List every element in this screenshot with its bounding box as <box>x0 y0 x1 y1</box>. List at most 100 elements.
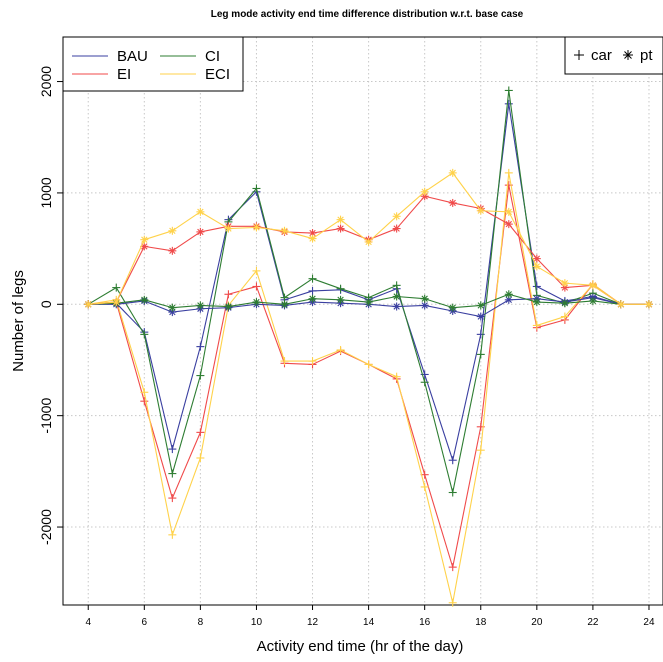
data-point-eci-pt <box>224 224 233 233</box>
data-point-ci-pt <box>560 299 569 308</box>
data-point-eci-car <box>532 321 541 330</box>
legend-label-pt: pt <box>640 47 653 64</box>
data-point-ci-car <box>504 86 513 95</box>
data-point-eci-car <box>168 530 177 539</box>
data-point-eci-car <box>280 357 289 366</box>
data-point-ci-pt <box>532 298 541 307</box>
legend-label-eci: ECI <box>205 66 230 83</box>
data-point-bau-pt <box>476 312 485 321</box>
data-point-ci-pt <box>280 300 289 309</box>
data-point-ci-pt <box>224 302 233 311</box>
data-point-eci-car <box>252 266 261 275</box>
x-tick-label: 14 <box>363 617 375 628</box>
data-point-eci-car <box>560 312 569 321</box>
legend-pt-marker-icon <box>623 50 633 60</box>
data-point-eci-pt <box>476 206 485 215</box>
x-tick-label: 16 <box>419 617 431 628</box>
legend-scenarios: BAU CI EI ECI <box>62 36 244 92</box>
data-point-ei-pt <box>308 229 317 238</box>
data-point-eci-pt <box>168 226 177 235</box>
data-point-ci-pt <box>168 303 177 312</box>
legend-modes: car pt <box>564 36 663 75</box>
data-point-ci-car <box>112 283 121 292</box>
data-point-ei-car <box>224 290 233 299</box>
series-eci-pt <box>84 168 653 309</box>
data-point-ci-pt <box>308 294 317 303</box>
data-point-ci-pt <box>504 290 513 299</box>
data-point-bau-car <box>532 282 541 291</box>
data-point-ci-car <box>168 469 177 478</box>
legend-label-car: car <box>591 47 612 64</box>
grid-layer <box>63 37 663 605</box>
y-tick-label: 1000 <box>38 177 54 208</box>
y-tick-label: 0 <box>38 300 54 308</box>
data-point-eci-car <box>448 598 457 607</box>
data-point-ci-pt <box>588 296 597 305</box>
data-point-eci-pt <box>280 226 289 235</box>
x-tick-label: 18 <box>475 617 487 628</box>
data-point-ci-pt <box>196 301 205 310</box>
data-point-ci-pt <box>252 298 261 307</box>
data-point-eci-car <box>308 357 317 366</box>
data-point-bau-car <box>308 286 317 295</box>
data-point-ei-pt <box>196 227 205 236</box>
data-point-eci-pt <box>616 300 625 309</box>
data-point-ci-car <box>476 350 485 359</box>
series-layer <box>84 86 653 607</box>
data-point-ci-pt <box>364 298 373 307</box>
data-point-ei-pt <box>448 198 457 207</box>
data-point-eci-pt <box>196 207 205 216</box>
data-point-eci-pt <box>112 298 121 307</box>
data-point-bau-pt <box>420 301 429 310</box>
data-point-eci-car <box>336 345 345 354</box>
data-point-ci-pt <box>420 294 429 303</box>
legend-label-ei: EI <box>117 66 131 83</box>
data-point-ei-pt <box>168 246 177 255</box>
data-point-ci-car <box>336 284 345 293</box>
x-axis: 4 6 8 10 12 14 16 18 20 22 24 <box>85 605 655 628</box>
data-point-eci-car <box>196 453 205 462</box>
data-point-eci-pt <box>308 234 317 243</box>
data-point-eci-pt <box>140 235 149 244</box>
data-point-eci-pt <box>560 279 569 288</box>
data-point-eci-pt <box>420 187 429 196</box>
series-ci-car <box>84 86 653 497</box>
legend-scenarios-box <box>62 36 244 92</box>
x-axis-label: Activity end time (hr of the day) <box>257 638 464 655</box>
data-point-eci-pt <box>84 300 93 309</box>
y-axis: -2000 -1000 0 1000 2000 <box>38 66 63 545</box>
data-point-ci-pt <box>392 292 401 301</box>
data-point-eci-pt <box>532 262 541 271</box>
data-point-eci-car <box>364 360 373 369</box>
y-tick-label: -2000 <box>38 509 54 545</box>
data-point-ei-pt <box>392 224 401 233</box>
data-point-ci-pt <box>476 301 485 310</box>
data-point-ci-car <box>448 488 457 497</box>
chart-title: Leg mode activity end time difference di… <box>211 9 524 20</box>
x-tick-label: 20 <box>531 617 543 628</box>
data-point-ci-pt <box>336 295 345 304</box>
legend-car-marker-icon <box>574 50 584 60</box>
data-point-eci-pt <box>448 168 457 177</box>
x-tick-label: 24 <box>643 617 655 628</box>
plot-frame <box>62 36 663 606</box>
data-point-bau-pt <box>392 302 401 311</box>
data-point-ei-pt <box>532 254 541 263</box>
legend-label-ci: CI <box>205 48 220 65</box>
data-point-ei-pt <box>504 220 513 229</box>
data-point-ci-car <box>280 293 289 302</box>
data-point-eci-car <box>420 482 429 491</box>
x-tick-label: 6 <box>142 617 148 628</box>
data-point-ci-car <box>140 330 149 339</box>
data-point-ci-car <box>252 184 261 193</box>
data-point-bau-car <box>168 445 177 454</box>
legend-label-bau: BAU <box>117 48 148 65</box>
data-point-ci-pt <box>448 303 457 312</box>
data-point-eci-pt <box>504 207 513 216</box>
data-point-eci-pt <box>588 281 597 290</box>
data-point-eci-pt <box>644 300 653 309</box>
data-point-eci-pt <box>336 215 345 224</box>
data-point-ei-car <box>196 428 205 437</box>
